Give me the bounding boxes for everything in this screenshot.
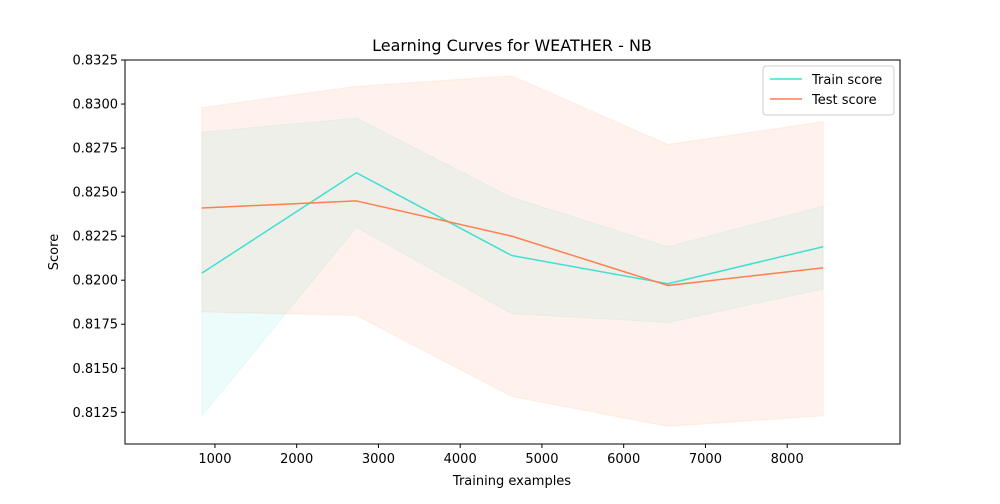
confidence-band-test bbox=[201, 75, 824, 427]
x-tick-label: 8000 bbox=[771, 452, 804, 467]
series-line-test bbox=[201, 200, 824, 287]
x-tick-label: 2000 bbox=[280, 452, 313, 467]
x-tick-label: 4000 bbox=[444, 452, 477, 467]
confidence-bands bbox=[201, 75, 824, 427]
legend-label-train: Train score bbox=[811, 73, 882, 88]
x-tick-label: 5000 bbox=[525, 452, 558, 467]
series-line-train bbox=[201, 171, 824, 285]
y-tick-label: 0.8325 bbox=[73, 54, 119, 69]
plot-frame bbox=[124, 59, 901, 445]
x-tick-label: 1000 bbox=[198, 452, 231, 467]
x-axis-ticks: 1000 2000 3000 4000 5000 6000 7000 8000 bbox=[198, 444, 804, 467]
chart-title: Learning Curves for WEATHER - NB bbox=[372, 36, 652, 55]
y-tick-label: 0.8200 bbox=[73, 274, 119, 289]
x-tick-label: 3000 bbox=[362, 452, 395, 467]
y-tick-label: 0.8150 bbox=[73, 362, 119, 377]
legend: Train score Test score bbox=[762, 65, 895, 116]
y-axis-title: Score bbox=[47, 234, 62, 270]
x-tick-label: 7000 bbox=[689, 452, 722, 467]
confidence-band-train bbox=[201, 117, 824, 418]
legend-label-test: Test score bbox=[811, 93, 877, 108]
y-tick-label: 0.8225 bbox=[73, 230, 119, 245]
x-tick-label: 6000 bbox=[607, 452, 640, 467]
y-axis-ticks: 0.8125 0.8150 0.8175 0.8200 0.8225 0.8250 0.82… bbox=[73, 54, 125, 421]
x-axis-title: Training examples bbox=[452, 474, 571, 489]
y-tick-label: 0.8300 bbox=[73, 98, 119, 113]
y-tick-label: 0.8175 bbox=[73, 318, 119, 333]
series-lines bbox=[201, 171, 824, 287]
y-tick-label: 0.8275 bbox=[73, 142, 119, 157]
y-tick-label: 0.8125 bbox=[73, 406, 119, 421]
y-tick-label: 0.8250 bbox=[73, 186, 119, 201]
